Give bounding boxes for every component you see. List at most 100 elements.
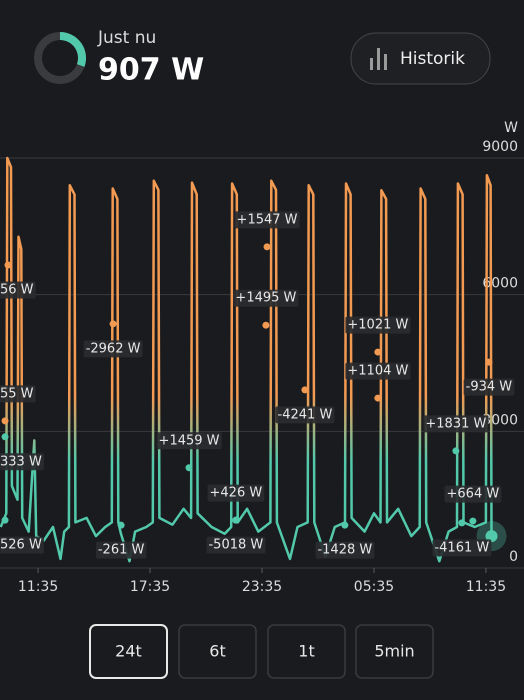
annotation-bg [156,432,222,450]
now-label: Just nu [97,28,156,48]
range-buttons: 24t 6t 1t 5min [89,624,434,679]
annotation-label: -261 W [98,543,145,558]
annotation-bg [234,211,300,229]
range-button-label[interactable]: 5min [374,642,414,661]
annotation-bg [345,316,411,334]
current-point [485,530,498,543]
annotation-dot [1,433,9,441]
annotation: +1104 W [345,362,411,380]
annotation-label: +1104 W [347,364,408,379]
annotation: -4161 W [432,539,492,557]
annotation-label: 56 W [0,283,34,298]
annotation: 55 W [0,385,36,403]
now-value: 907 W [98,53,204,88]
annotations: 56 W -2962 W +1547 W +1495 W +1021 W +1104 W -… [0,211,515,559]
annotation-bg [423,415,489,433]
annotation-label: -4161 W [434,540,489,555]
range-button-label[interactable]: 1t [298,642,314,661]
annotation-bg [444,485,502,503]
annotation-label: -5018 W [208,538,263,553]
annotation-dot [458,519,466,527]
y-unit: W [504,120,518,136]
annotation: +1459 W [156,432,222,450]
x-tick-label: 11:35 [466,579,506,595]
annotation-dot [374,348,382,356]
annotation-dot [341,521,349,529]
button-frame[interactable] [350,32,491,85]
annotation-bg [207,484,265,502]
range-button-frame[interactable] [267,624,346,679]
annotation: -2962 W [83,340,143,358]
annotation-dot [301,386,309,394]
range-button[interactable]: 6t [178,624,257,679]
annotation-label: 526 W [0,538,42,553]
annotation: -934 W [463,378,515,396]
x-tick-label: 11:35 [18,579,58,595]
range-button[interactable]: 5min [355,624,434,679]
plot [0,156,493,563]
annotation-dot [452,447,460,455]
annotation-label: -1428 W [317,543,372,558]
icon-bar [370,58,373,70]
annotation-dot [117,521,125,529]
range-button-label[interactable]: 6t [209,642,225,661]
annotation-bg [432,539,492,557]
annotation: +664 W [444,485,502,503]
annotation-label: 55 W [0,386,34,401]
annotation-bg [0,536,44,554]
history-button[interactable]: Historik [350,32,491,85]
annotation-label: -934 W [466,380,513,395]
annotation: +1495 W [233,289,299,307]
annotation-bg [275,406,335,424]
annotation-dot [263,243,271,251]
range-button-frame[interactable] [89,624,168,679]
annotation-dot [109,320,117,328]
annotation-bg [0,281,36,299]
range-button[interactable]: 24t [89,624,168,679]
annotation-label: +664 W [447,487,500,502]
annotation-dot [232,516,240,524]
icon-bar [377,48,380,70]
range-button[interactable]: 1t [267,624,346,679]
annotation-dot [1,516,9,524]
annotation-label: +426 W [210,486,263,501]
y-tick-label: 9000 [482,139,518,155]
annotation-dot [1,417,9,425]
button-label[interactable]: Historik [400,49,465,69]
x-tick-label: 17:35 [130,579,170,595]
annotation-label: +1831 W [425,416,486,431]
annotation: -1428 W [315,541,375,559]
annotation-bg [0,453,44,471]
annotation-bg [206,536,266,554]
x-tick-label: 23:35 [242,579,282,595]
annotation-label: +1459 W [159,433,220,448]
annotation: 333 W [0,453,44,471]
annotation-dot [4,261,12,269]
annotation-bg [315,541,375,559]
annotation-label: +1495 W [235,291,296,306]
annotation: -261 W [95,541,147,559]
annotation: +426 W [207,484,265,502]
annotation: 56 W [0,281,36,299]
annotation-dot [262,321,270,329]
annotation-bg [95,541,147,559]
annotation: +1021 W [345,316,411,334]
icon-bar [384,54,387,70]
y-tick-label: 0 [509,549,518,565]
x-tick-label: 05:35 [354,579,394,595]
annotation: 526 W [0,536,44,554]
annotation-dot [469,517,477,525]
annotation-bg [83,340,143,358]
range-button-frame[interactable] [355,624,434,679]
annotation-label: -4241 W [278,407,333,422]
range-button-frame[interactable] [178,624,257,679]
annotation-label: 333 W [0,454,42,469]
annotation-bg [233,289,299,307]
range-button-label[interactable]: 24t [115,642,142,661]
annotation-dot [185,464,193,472]
power-line [0,156,493,563]
